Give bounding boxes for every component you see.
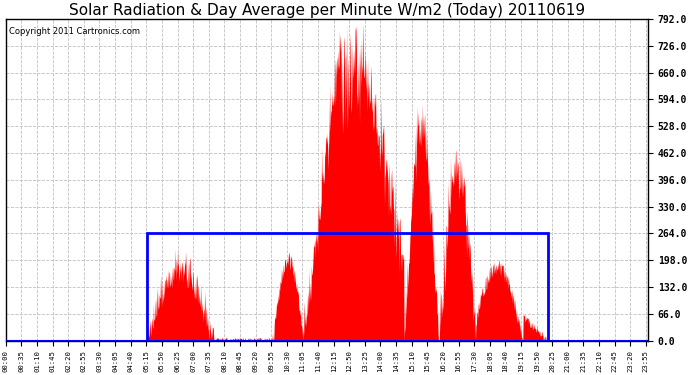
Bar — [147, 233, 548, 340]
Text: Copyright 2011 Cartronics.com: Copyright 2011 Cartronics.com — [9, 27, 140, 36]
Title: Solar Radiation & Day Average per Minute W/m2 (Today) 20110619: Solar Radiation & Day Average per Minute… — [69, 3, 585, 18]
